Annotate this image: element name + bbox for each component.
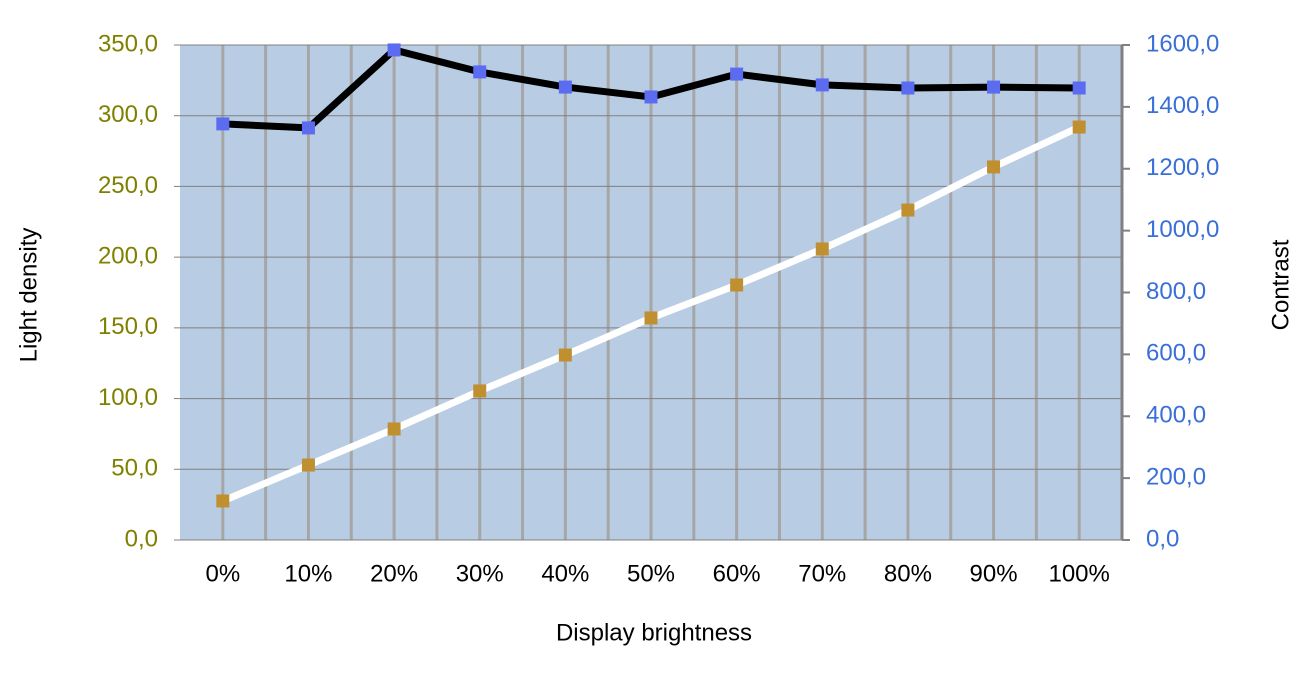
y-tick-label: 300,0 [98, 101, 158, 128]
marker [1072, 81, 1086, 95]
marker [815, 242, 829, 256]
marker [216, 117, 230, 131]
marker [301, 458, 315, 472]
y2-tick-label: 1200,0 [1146, 154, 1219, 181]
y-tick-label: 100,0 [98, 384, 158, 411]
x-tick-label: 10% [284, 560, 332, 587]
x-tick-label: 30% [456, 560, 504, 587]
y2-tick-label: 1600,0 [1146, 30, 1219, 57]
marker [387, 422, 401, 436]
marker [387, 43, 401, 57]
marker [901, 203, 915, 217]
y-tick-label: 150,0 [98, 313, 158, 340]
marker [1072, 120, 1086, 134]
marker [558, 348, 572, 362]
x-tick-label: 40% [541, 560, 589, 587]
x-tick-label: 0% [205, 560, 240, 587]
marker [730, 67, 744, 81]
marker [987, 160, 1001, 174]
x-tick-label: 20% [370, 560, 418, 587]
y2-tick-label: 800,0 [1146, 278, 1206, 305]
y2-tick-label: 600,0 [1146, 340, 1206, 367]
y-tick-label: 200,0 [98, 242, 158, 269]
y-axis-label: Light density [15, 228, 42, 363]
y-tick-label: 350,0 [98, 30, 158, 57]
x-tick-label: 50% [627, 560, 675, 587]
x-axis-label: Display brightness [556, 619, 752, 646]
y2-tick-label: 1400,0 [1146, 92, 1219, 119]
marker [901, 81, 915, 95]
x-tick-label: 60% [713, 560, 761, 587]
x-tick-label: 100% [1048, 560, 1109, 587]
y2-tick-label: 400,0 [1146, 402, 1206, 429]
marker [730, 278, 744, 292]
y2-tick-label: 200,0 [1146, 463, 1206, 490]
x-tick-label: 70% [798, 560, 846, 587]
y-tick-label: 250,0 [98, 172, 158, 199]
x-tick-label: 90% [970, 560, 1018, 587]
marker [473, 384, 487, 398]
y2-tick-label: 0,0 [1146, 525, 1179, 552]
y2-tick-label: 1000,0 [1146, 216, 1219, 243]
marker [473, 65, 487, 79]
marker [987, 80, 1001, 94]
marker [644, 90, 658, 104]
y-tick-label: 50,0 [111, 455, 158, 482]
marker [644, 311, 658, 325]
marker [301, 121, 315, 135]
marker [815, 78, 829, 92]
y-tick-label: 0,0 [125, 525, 158, 552]
marker [558, 80, 572, 94]
x-tick-label: 80% [884, 560, 932, 587]
marker [216, 494, 230, 508]
y2-axis-label: Contrast [1267, 239, 1294, 330]
